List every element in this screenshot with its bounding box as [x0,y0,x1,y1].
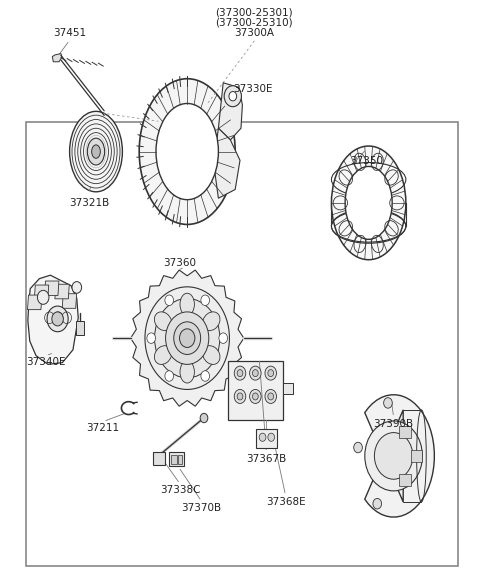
Ellipse shape [180,361,194,383]
Text: 37360: 37360 [164,258,196,268]
Circle shape [354,442,362,453]
Ellipse shape [87,138,105,165]
Circle shape [365,421,422,491]
Circle shape [234,389,246,403]
Ellipse shape [155,346,172,364]
Circle shape [268,393,274,400]
Text: 37300A: 37300A [234,29,275,38]
Polygon shape [62,294,77,308]
Polygon shape [214,128,240,198]
Text: 37370B: 37370B [181,503,222,512]
Circle shape [234,366,246,380]
Circle shape [265,389,276,403]
Polygon shape [52,54,62,62]
Circle shape [224,86,241,107]
Circle shape [201,295,209,305]
Circle shape [374,433,413,479]
Circle shape [219,333,228,343]
Ellipse shape [345,167,392,239]
Circle shape [72,282,82,293]
Polygon shape [218,83,242,140]
Bar [171,455,177,464]
Circle shape [47,306,68,332]
Polygon shape [365,395,434,517]
Text: 37451: 37451 [53,28,86,38]
Ellipse shape [331,146,406,260]
Circle shape [200,413,208,423]
Bar [26,122,458,566]
Bar [411,450,422,462]
Circle shape [268,433,275,441]
Text: 37390B: 37390B [373,419,414,429]
Polygon shape [27,295,42,310]
Text: 37367B: 37367B [246,454,287,463]
Ellipse shape [156,104,218,199]
Circle shape [52,312,63,326]
Text: 37340E: 37340E [26,357,65,367]
Text: 37350: 37350 [350,156,384,166]
Text: 37211: 37211 [86,423,120,433]
Circle shape [237,370,243,377]
Text: 37330E: 37330E [233,85,272,94]
Ellipse shape [203,312,220,331]
Circle shape [165,371,173,381]
Text: 37368E: 37368E [266,497,305,507]
Bar [256,429,277,448]
Circle shape [250,366,261,380]
Circle shape [174,322,201,354]
Circle shape [252,393,258,400]
Polygon shape [45,281,59,296]
Circle shape [165,295,174,305]
Ellipse shape [180,293,194,315]
Circle shape [373,498,382,509]
Bar [399,475,411,486]
Circle shape [265,366,276,380]
Polygon shape [55,285,69,299]
Bar [169,452,184,466]
Polygon shape [28,275,78,364]
Bar [153,452,165,465]
Circle shape [252,370,258,377]
Circle shape [37,290,49,304]
Ellipse shape [155,312,172,331]
Circle shape [268,370,274,377]
Circle shape [147,333,156,343]
Polygon shape [131,270,244,406]
Circle shape [180,329,195,347]
Text: (37300-25301): (37300-25301) [216,8,293,17]
Text: (37300-25310): (37300-25310) [216,18,293,28]
Circle shape [259,433,266,441]
Bar [76,321,84,335]
Polygon shape [35,285,49,300]
Bar [178,455,182,464]
Circle shape [145,287,229,389]
Circle shape [237,393,243,400]
Ellipse shape [70,111,122,192]
Circle shape [250,389,261,403]
Circle shape [229,92,237,101]
Ellipse shape [139,79,235,224]
Text: 37321B: 37321B [69,198,109,208]
Ellipse shape [92,145,100,158]
Circle shape [166,312,209,364]
Bar [283,383,293,394]
Circle shape [201,371,209,381]
Bar [228,361,283,420]
Circle shape [155,298,220,378]
Ellipse shape [203,346,220,364]
Text: 37338C: 37338C [160,485,200,495]
Circle shape [384,398,392,408]
Bar [399,426,411,437]
